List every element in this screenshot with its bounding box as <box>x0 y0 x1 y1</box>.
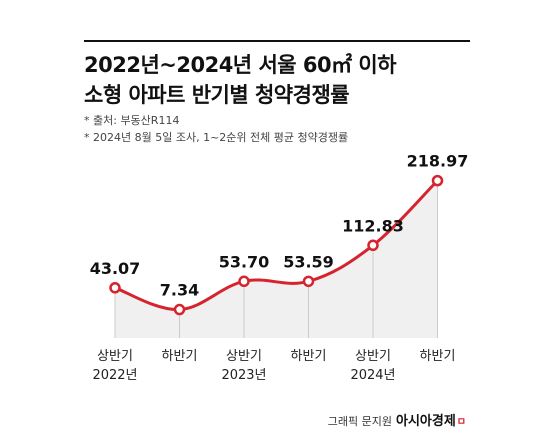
data-point-0 <box>109 282 121 294</box>
x-tick-label-1-0: 하반기 <box>162 349 198 364</box>
value-label-1: 7.34 <box>160 281 199 300</box>
value-label-3: 53.59 <box>283 252 334 271</box>
x-tick-label-5-0: 하반기 <box>420 349 456 364</box>
credit: 그래픽 문지원 아시아경제ㅁ <box>328 410 466 429</box>
x-tick-label-0-0: 상반기 <box>97 349 133 364</box>
brand-mark: ㅁ <box>456 417 466 428</box>
value-label-5: 218.97 <box>407 152 469 171</box>
graphic-credit: 그래픽 문지원 <box>327 415 392 428</box>
title-line-2: 소형 아파트 반기별 청약경쟁률 <box>84 83 350 107</box>
value-label-4: 112.83 <box>342 216 404 235</box>
brand-name: 아시아경제 <box>395 414 456 429</box>
x-tick-label-4-0: 상반기 <box>355 349 391 364</box>
data-point-2 <box>238 275 250 288</box>
area-fill <box>115 180 438 338</box>
title-line-1: 2022년~2024년 서울 60㎡ 이하 <box>84 53 397 77</box>
x-tick-label-2-0: 상반기 <box>226 349 262 364</box>
data-point-5 <box>431 174 444 187</box>
x-tick-label-4-1: 2024년 <box>350 368 395 383</box>
chart-title: 2022년~2024년 서울 60㎡ 이하 소형 아파트 반기별 청약경쟁률 <box>84 50 397 110</box>
data-point-1 <box>173 303 186 316</box>
x-tick-label-3-0: 하반기 <box>291 349 327 364</box>
value-label-2: 53.70 <box>219 252 270 271</box>
chart-notes: * 출처: 부동산R114 * 2024년 8월 5일 조사, 1~2순위 전체… <box>84 112 348 146</box>
survey-note: * 2024년 8월 5일 조사, 1~2순위 전체 평균 청약경쟁률 <box>84 131 349 144</box>
top-rule <box>84 40 470 42</box>
value-label-0: 43.07 <box>90 259 141 278</box>
x-tick-label-0-1: 2022년 <box>92 368 137 383</box>
data-point-4 <box>367 239 379 252</box>
x-tick-label-2-1: 2023년 <box>221 368 266 383</box>
data-point-3 <box>302 275 315 288</box>
source-note: * 출처: 부동산R114 <box>84 114 180 127</box>
